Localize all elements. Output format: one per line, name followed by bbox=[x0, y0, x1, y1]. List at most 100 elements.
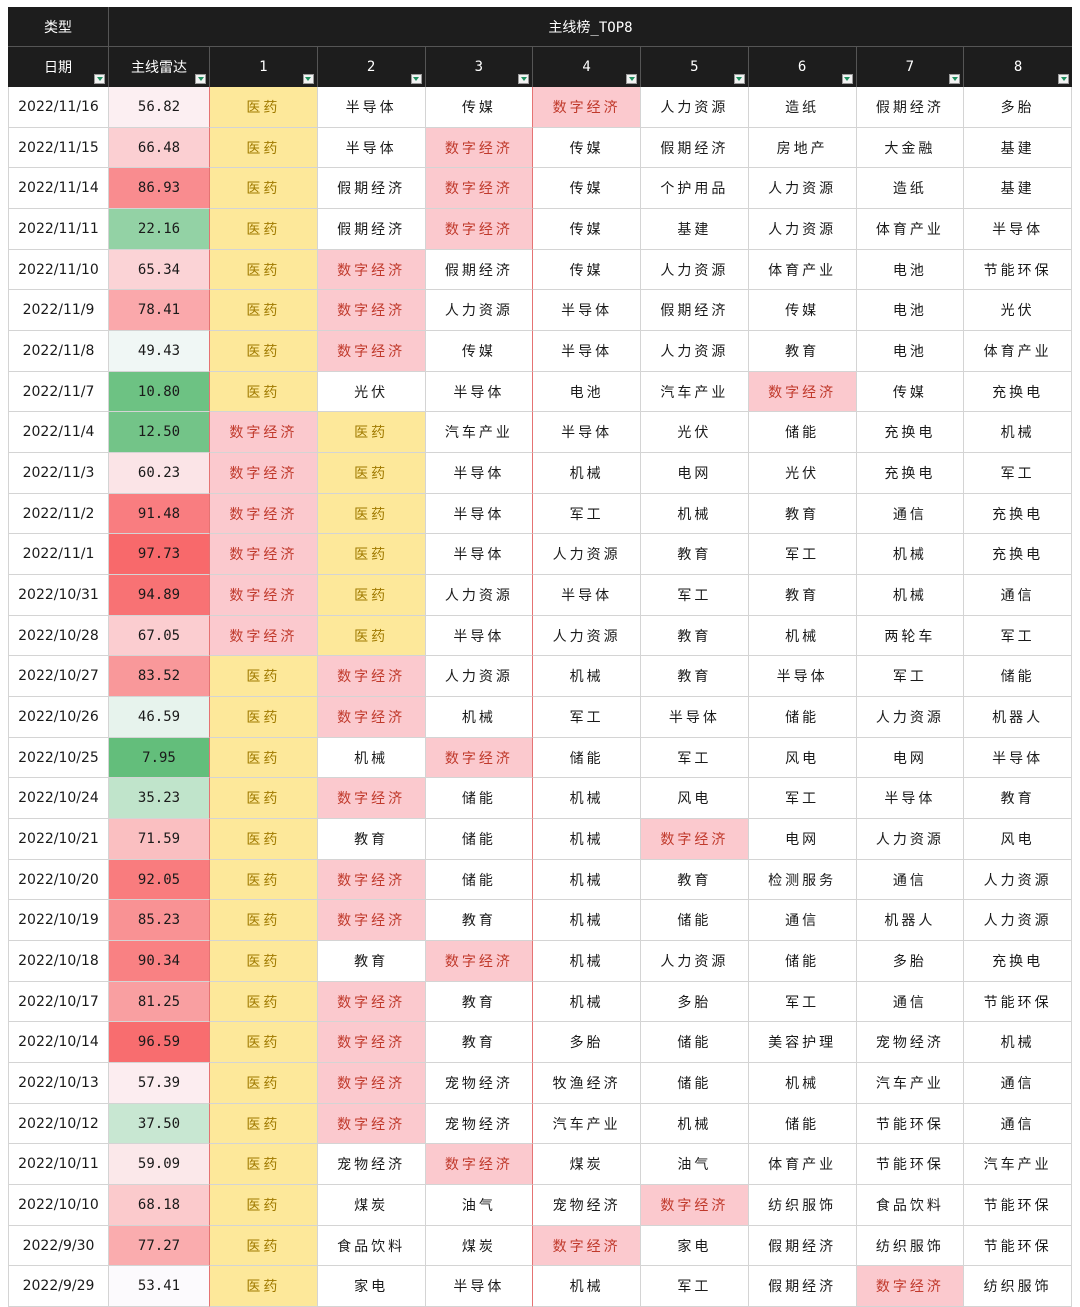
rank-cell[interactable]: 家电 bbox=[317, 1266, 426, 1307]
rank-cell[interactable]: 机械 bbox=[533, 453, 641, 494]
rank-cell[interactable]: 数字经济 bbox=[210, 575, 318, 616]
score-cell[interactable]: 68.18 bbox=[109, 1185, 210, 1226]
score-cell[interactable]: 65.34 bbox=[109, 249, 210, 291]
rank-cell[interactable]: 电池 bbox=[533, 371, 641, 413]
score-cell[interactable]: 78.41 bbox=[109, 290, 210, 332]
rank-cell[interactable]: 机械 bbox=[856, 575, 965, 616]
rank-cell[interactable]: 医药 bbox=[317, 453, 426, 494]
rank-cell[interactable]: 半导体 bbox=[533, 575, 641, 616]
rank-cell[interactable]: 多胎 bbox=[533, 1022, 641, 1064]
rank-column-header[interactable]: 8 bbox=[964, 47, 1072, 87]
rank-cell[interactable]: 人力资源 bbox=[425, 575, 534, 616]
date-cell[interactable]: 2022/9/30 bbox=[8, 1225, 109, 1267]
rank-cell[interactable]: 机械 bbox=[533, 941, 641, 982]
filter-dropdown-icon[interactable] bbox=[1058, 74, 1069, 84]
rank-cell[interactable]: 教育 bbox=[425, 1022, 534, 1064]
rank-cell[interactable]: 风电 bbox=[641, 778, 749, 820]
rank-cell[interactable]: 教育 bbox=[641, 859, 749, 901]
rank-cell[interactable]: 通信 bbox=[964, 1063, 1072, 1104]
rank-cell[interactable]: 医药 bbox=[210, 1063, 318, 1104]
rank-cell[interactable]: 军工 bbox=[641, 575, 749, 616]
date-cell[interactable]: 2022/11/4 bbox=[8, 412, 109, 454]
rank-cell[interactable]: 储能 bbox=[641, 1022, 749, 1064]
rank-cell[interactable]: 假期经济 bbox=[641, 127, 749, 169]
rank-cell[interactable]: 数字经济 bbox=[317, 981, 426, 1023]
rank-cell[interactable]: 教育 bbox=[748, 331, 857, 372]
rank-cell[interactable]: 煤炭 bbox=[533, 1144, 641, 1186]
score-cell[interactable]: 83.52 bbox=[109, 656, 210, 698]
date-cell[interactable]: 2022/11/8 bbox=[8, 331, 109, 372]
rank-cell[interactable]: 传媒 bbox=[425, 87, 534, 128]
rank-cell[interactable]: 通信 bbox=[964, 1103, 1072, 1145]
rank-cell[interactable]: 人力资源 bbox=[641, 249, 749, 291]
filter-dropdown-icon[interactable] bbox=[841, 74, 853, 84]
rank-cell[interactable]: 人力资源 bbox=[425, 656, 534, 698]
rank-column-header[interactable]: 5 bbox=[641, 47, 749, 87]
rank-cell[interactable]: 医药 bbox=[317, 412, 426, 454]
date-cell[interactable]: 2022/10/25 bbox=[8, 737, 109, 779]
rank-cell[interactable]: 充换电 bbox=[856, 412, 965, 454]
rank-cell[interactable]: 储能 bbox=[641, 900, 749, 942]
score-cell[interactable]: 35.23 bbox=[109, 778, 210, 820]
filter-dropdown-icon[interactable] bbox=[302, 74, 314, 84]
rank-cell[interactable]: 牧渔经济 bbox=[533, 1063, 641, 1104]
rank-cell[interactable]: 军工 bbox=[641, 737, 749, 779]
rank-cell[interactable]: 教育 bbox=[748, 493, 857, 535]
rank-cell[interactable]: 人力资源 bbox=[641, 941, 749, 982]
rank-column-header[interactable]: 2 bbox=[317, 47, 426, 87]
rank-cell[interactable]: 两轮车 bbox=[856, 615, 965, 657]
rank-cell[interactable]: 教育 bbox=[425, 900, 534, 942]
rank-cell[interactable]: 医药 bbox=[210, 1103, 318, 1145]
rank-cell[interactable]: 半导体 bbox=[748, 656, 857, 698]
rank-cell[interactable]: 电池 bbox=[856, 249, 965, 291]
score-cell[interactable]: 53.41 bbox=[109, 1266, 210, 1307]
rank-cell[interactable]: 数字经济 bbox=[317, 697, 426, 738]
rank-cell[interactable]: 体育产业 bbox=[748, 1144, 857, 1186]
rank-cell[interactable]: 半导体 bbox=[425, 453, 534, 494]
rank-cell[interactable]: 宠物经济 bbox=[425, 1103, 534, 1145]
rank-cell[interactable]: 人力资源 bbox=[964, 900, 1072, 942]
rank-cell[interactable]: 多胎 bbox=[856, 941, 965, 982]
rank-cell[interactable]: 教育 bbox=[964, 778, 1072, 820]
rank-cell[interactable]: 数字经济 bbox=[317, 859, 426, 901]
rank-cell[interactable]: 煤炭 bbox=[317, 1185, 426, 1226]
rank-cell[interactable]: 数字经济 bbox=[533, 87, 641, 128]
rank-cell[interactable]: 纺织服饰 bbox=[964, 1266, 1072, 1307]
rank-cell[interactable]: 汽车产业 bbox=[533, 1103, 641, 1145]
score-cell[interactable]: 90.34 bbox=[109, 941, 210, 982]
rank-cell[interactable]: 宠物经济 bbox=[425, 1063, 534, 1104]
score-cell[interactable]: 85.23 bbox=[109, 900, 210, 942]
score-cell[interactable]: 22.16 bbox=[109, 209, 210, 250]
rank-cell[interactable]: 充换电 bbox=[856, 453, 965, 494]
filter-dropdown-icon[interactable] bbox=[733, 74, 745, 84]
rank-cell[interactable]: 半导体 bbox=[425, 371, 534, 413]
score-cell[interactable]: 67.05 bbox=[109, 615, 210, 657]
rank-cell[interactable]: 数字经济 bbox=[210, 615, 318, 657]
rank-cell[interactable]: 机械 bbox=[641, 493, 749, 535]
rank-cell[interactable]: 机械 bbox=[317, 737, 426, 779]
rank-cell[interactable]: 充换电 bbox=[964, 493, 1072, 535]
rank-cell[interactable]: 数字经济 bbox=[641, 819, 749, 860]
rank-cell[interactable]: 数字经济 bbox=[317, 331, 426, 372]
date-cell[interactable]: 2022/10/28 bbox=[8, 615, 109, 657]
rank-cell[interactable]: 机械 bbox=[856, 534, 965, 576]
rank-cell[interactable]: 节能环保 bbox=[856, 1103, 965, 1145]
rank-cell[interactable]: 储能 bbox=[748, 941, 857, 982]
rank-cell[interactable]: 教育 bbox=[425, 981, 534, 1023]
score-column-header[interactable]: 主线雷达 bbox=[109, 47, 210, 87]
rank-cell[interactable]: 传媒 bbox=[856, 371, 965, 413]
date-cell[interactable]: 2022/9/29 bbox=[8, 1266, 109, 1307]
score-cell[interactable]: 86.93 bbox=[109, 168, 210, 210]
rank-cell[interactable]: 医药 bbox=[210, 900, 318, 942]
rank-cell[interactable]: 数字经济 bbox=[210, 534, 318, 576]
rank-cell[interactable]: 光伏 bbox=[964, 290, 1072, 332]
rank-cell[interactable]: 检测服务 bbox=[748, 859, 857, 901]
rank-column-header[interactable]: 7 bbox=[856, 47, 965, 87]
rank-cell[interactable]: 通信 bbox=[964, 575, 1072, 616]
score-cell[interactable]: 60.23 bbox=[109, 453, 210, 494]
rank-cell[interactable]: 人力资源 bbox=[748, 209, 857, 250]
rank-cell[interactable]: 储能 bbox=[533, 737, 641, 779]
rank-cell[interactable]: 数字经济 bbox=[317, 1063, 426, 1104]
rank-cell[interactable]: 电网 bbox=[641, 453, 749, 494]
rank-cell[interactable]: 体育产业 bbox=[856, 209, 965, 250]
